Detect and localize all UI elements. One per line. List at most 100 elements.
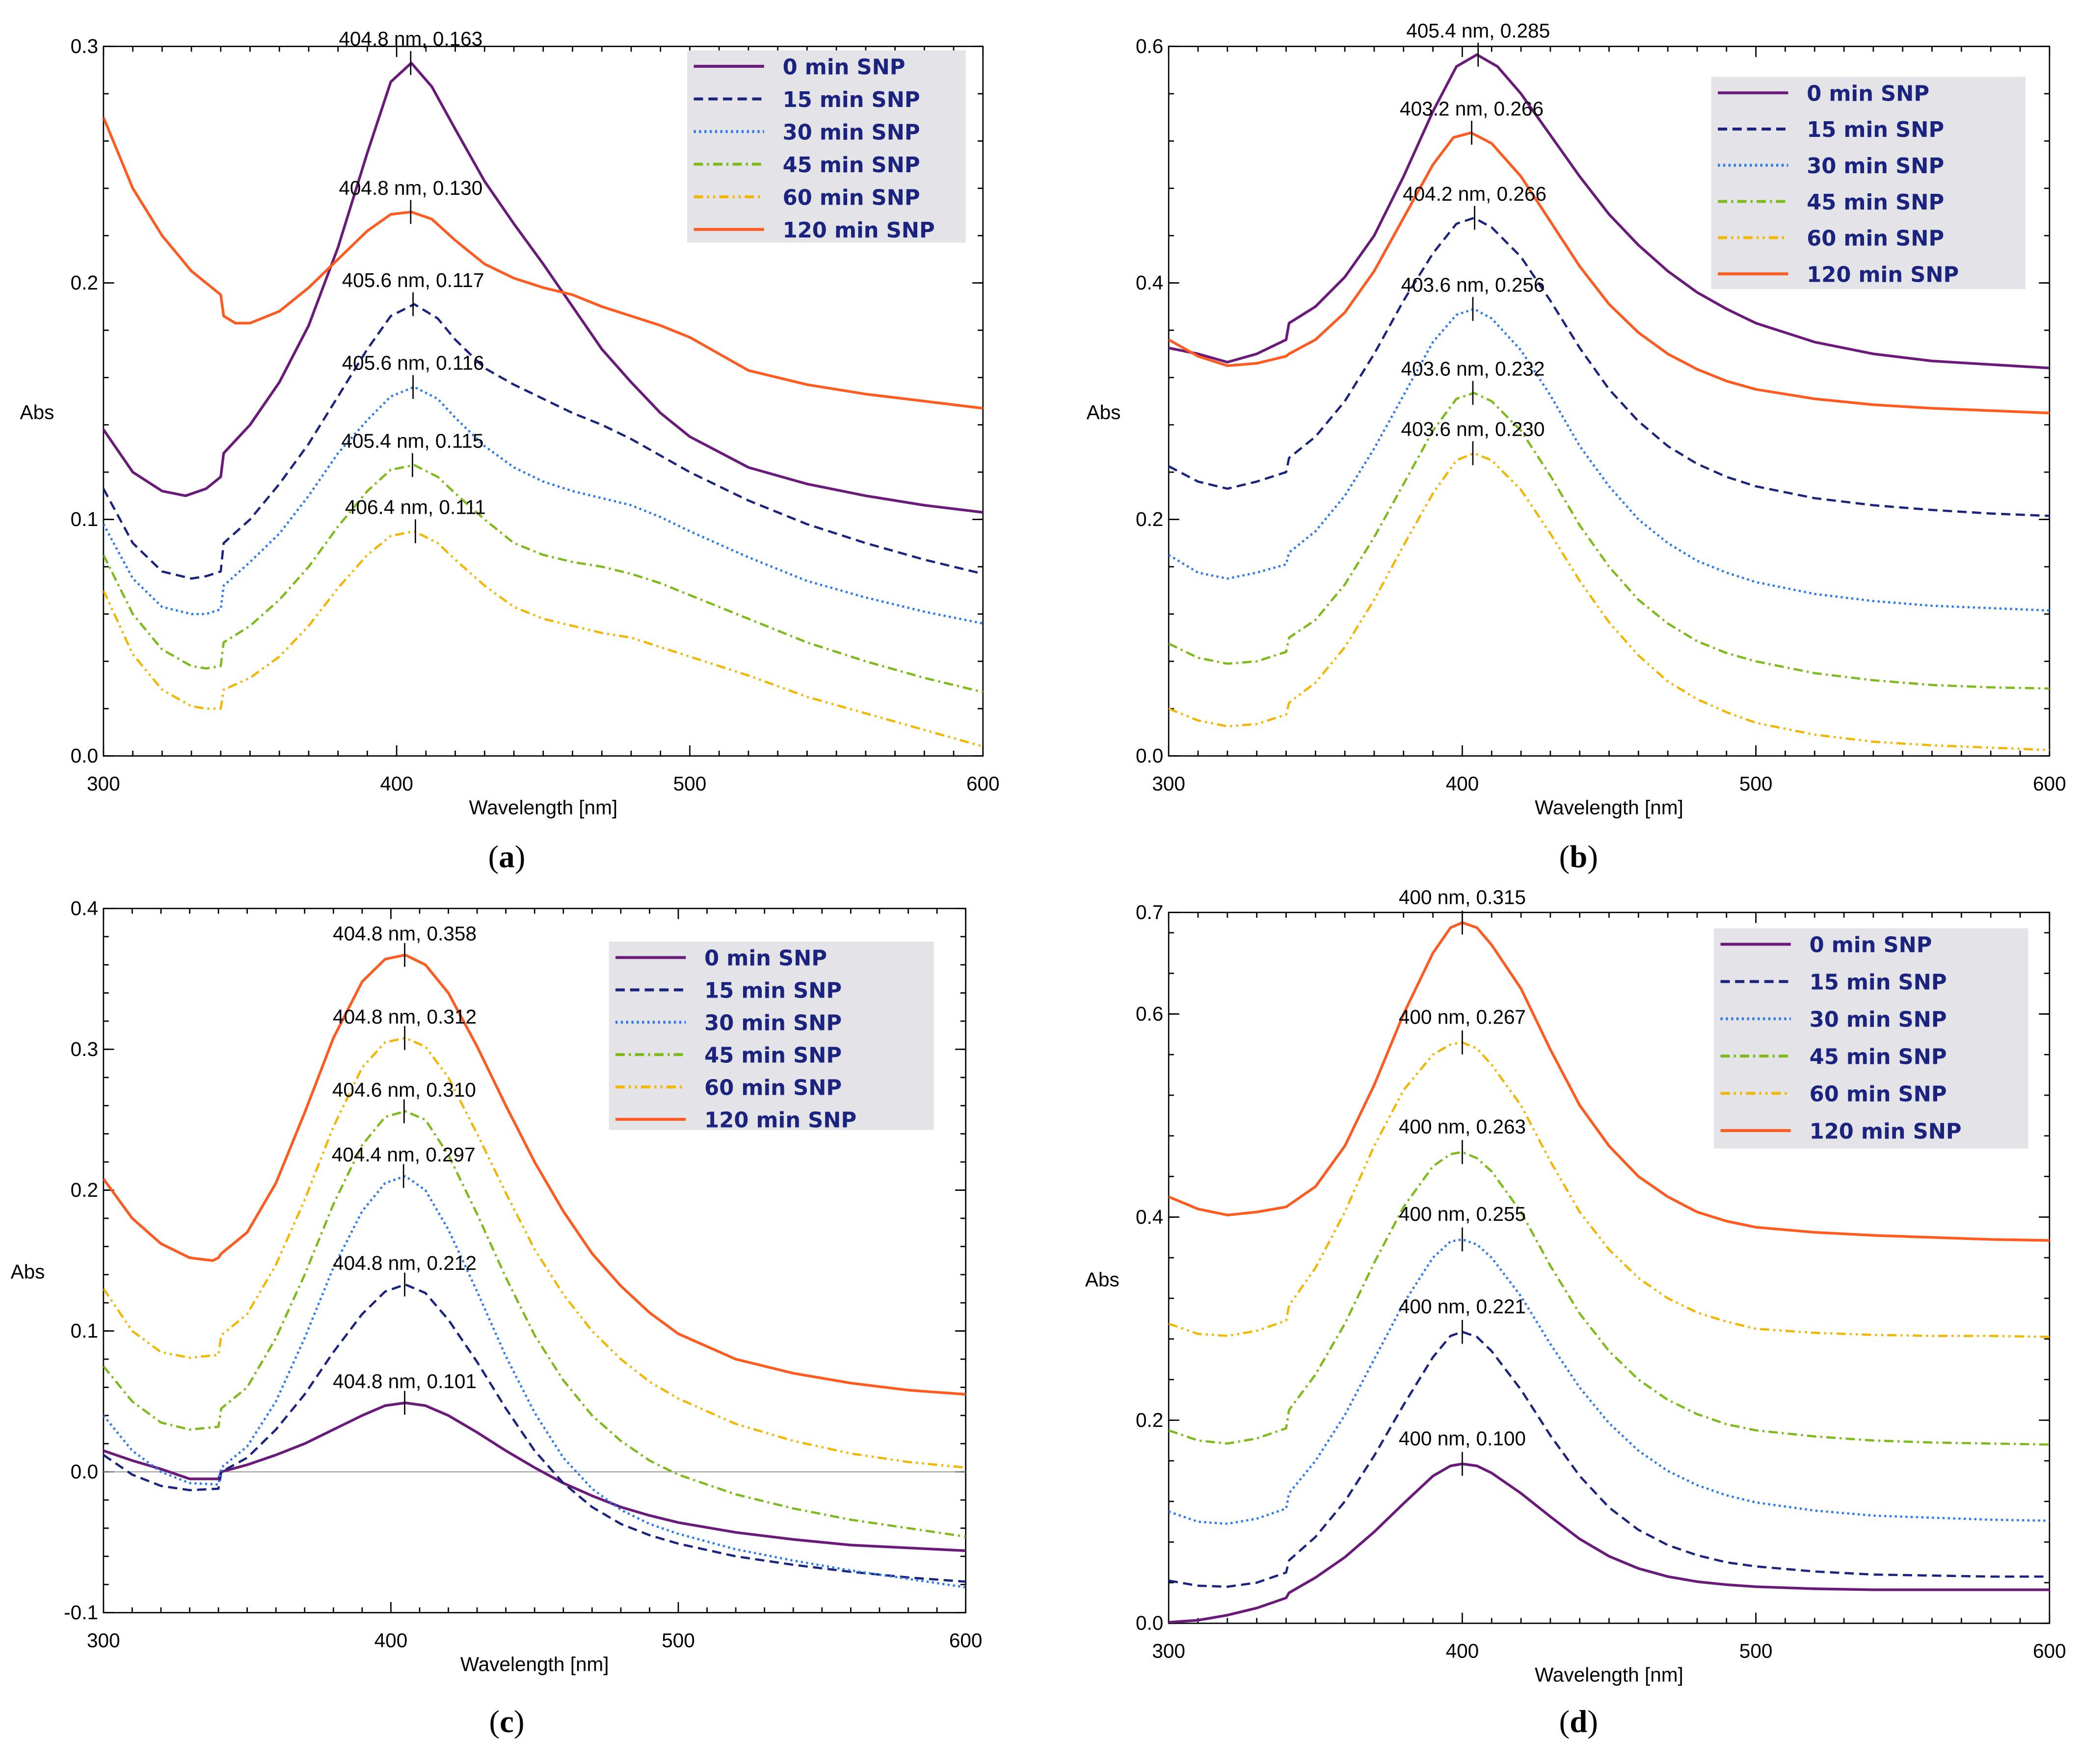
y-tick-label: 0.2: [1136, 508, 1163, 530]
series-line-0-min-snp: [103, 1401, 966, 1553]
y-tick-label: 0.6: [1136, 1002, 1163, 1025]
peak-annotation: 404.8 nm, 0.312: [333, 1005, 477, 1028]
y-tick-label: 0.4: [1136, 1206, 1163, 1228]
chart-panel-d: 300 400 500 600 0.0 0.2 0.4 0.6 0.7 Wavelength [n…: [1085, 886, 2066, 1739]
legend: 0 min SNP 15 min SNP 30 min SNP 45 min SNP 6…: [609, 941, 934, 1132]
legend-label: 45 min SNP: [704, 1043, 842, 1068]
y-tick-label: 0.2: [1136, 1409, 1163, 1431]
y-tick-label: 0.0: [1136, 744, 1163, 767]
legend-label: 30 min SNP: [704, 1011, 842, 1036]
y-tick-label: 0.1: [71, 508, 98, 530]
y-axis-label: Abs: [11, 1260, 45, 1283]
x-axis-label: Wavelength [nm]: [1535, 796, 1683, 819]
y-axis-label: Abs: [1087, 401, 1121, 423]
legend-label: 0 min SNP: [704, 947, 827, 971]
x-tick-label: 600: [966, 772, 1000, 795]
x-tick-label: 300: [1152, 1640, 1185, 1662]
legend-label: 15 min SNP: [1807, 118, 1944, 142]
series-line-60-min-snp: [103, 530, 983, 748]
y-tick-label: 0.0: [71, 1460, 98, 1483]
legend-label: 60 min SNP: [704, 1076, 842, 1100]
legend-label: 15 min SNP: [704, 979, 842, 1003]
y-tick-label: 0.1: [71, 1319, 98, 1342]
x-tick-label: 500: [1739, 1640, 1773, 1662]
chart-panel-c: 300 400 500 600 -0.1 0.0 0.1 0.2 0.3 0.4 Wavelengt…: [11, 897, 983, 1739]
x-tick-label: 500: [1739, 772, 1773, 795]
legend: 0 min SNP 15 min SNP 30 min SNP 45 min SNP 6…: [687, 50, 966, 243]
legend-box: [609, 941, 934, 1130]
peak-annotation: 400 nm, 0.255: [1399, 1203, 1526, 1225]
legend-label: 120 min SNP: [1807, 263, 1959, 287]
series-group: [103, 61, 983, 748]
series-line-45-min-snp: [103, 464, 983, 693]
series-line-30-min-snp: [103, 386, 983, 625]
peak-annotation: 404.8 nm, 0.212: [333, 1252, 477, 1274]
x-tick-label: 600: [2033, 1640, 2066, 1662]
panel-caption: (b): [1559, 840, 1598, 875]
y-tick-label: 0.0: [71, 744, 98, 767]
x-axis-label: Wavelength [nm]: [1535, 1663, 1683, 1686]
legend-label: 45 min SNP: [783, 153, 920, 178]
legend-label: 0 min SNP: [1807, 81, 1929, 106]
series-line-120-min-snp: [1169, 131, 2050, 415]
x-tick-label: 500: [673, 772, 707, 795]
y-tick-label: 0.7: [1136, 901, 1163, 923]
panel-caption: (d): [1559, 1704, 1598, 1739]
x-tick-label: 600: [949, 1629, 983, 1652]
series-line-60-min-snp: [1169, 452, 2050, 751]
legend-label: 0 min SNP: [1810, 933, 1932, 958]
legend-label: 120 min SNP: [783, 218, 935, 243]
chart-panel-b: 300 400 500 600 0.0 0.2 0.4 0.6 Wavelength [nm] A…: [1087, 19, 2066, 874]
peak-annotation: 405.6 nm, 0.116: [342, 352, 484, 374]
series-line-30-min-snp: [103, 1175, 966, 1589]
peak-annotation: 403.6 nm, 0.232: [1401, 358, 1545, 380]
peak-annotation: 404.8 nm, 0.101: [333, 1370, 477, 1393]
series-group: [1169, 921, 2050, 1624]
series-group: [103, 953, 966, 1589]
legend: 0 min SNP 15 min SNP 30 min SNP 45 min SNP 6…: [1711, 77, 2026, 290]
series-line-120-min-snp: [103, 117, 983, 410]
series-line-0-min-snp: [1169, 53, 2050, 369]
y-tick-label: 0.4: [1136, 271, 1163, 294]
y-tick-label: -0.1: [64, 1601, 98, 1624]
series-line-30-min-snp: [1169, 1238, 2050, 1525]
series-line-15-min-snp: [1169, 216, 2050, 517]
x-axis-label: Wavelength [nm]: [460, 1653, 609, 1676]
peak-annotation: 405.4 nm, 0.115: [341, 430, 483, 452]
y-tick-label: 0.2: [71, 271, 98, 294]
x-tick-label: 400: [1446, 1640, 1479, 1662]
y-tick-label: 0.3: [71, 1038, 98, 1060]
legend-label: 30 min SNP: [1810, 1008, 1947, 1032]
peak-annotation: 400 nm, 0.221: [1399, 1295, 1526, 1317]
chart-panel-a: 300 400 500 600 0.0 0.1 0.2 0.3 Wavelength [nm] A…: [20, 27, 1000, 874]
peak-annotation: 400 nm, 0.315: [1399, 886, 1526, 908]
series-line-15-min-snp: [103, 1283, 966, 1583]
x-tick-label: 300: [1152, 772, 1185, 795]
legend-label: 0 min SNP: [783, 55, 906, 79]
x-tick-label: 300: [87, 1629, 120, 1652]
peak-annotation: 403.2 nm, 0.266: [1400, 97, 1544, 120]
peak-annotation: 400 nm, 0.267: [1399, 1006, 1526, 1028]
series-line-15-min-snp: [1169, 1330, 2050, 1588]
panel-caption: (a): [488, 840, 526, 875]
y-tick-label: 0.6: [1136, 35, 1163, 57]
legend: 0 min SNP 15 min SNP 30 min SNP 45 min SNP 6…: [1714, 928, 2028, 1149]
peak-annotation: 404.8 nm, 0.130: [339, 177, 482, 199]
panel-caption: (c): [489, 1704, 524, 1739]
peak-annotation: 404.4 nm, 0.297: [332, 1143, 476, 1166]
legend-label: 60 min SNP: [1810, 1082, 1947, 1106]
x-tick-label: 600: [2033, 772, 2066, 795]
legend-label: 15 min SNP: [783, 88, 920, 112]
legend-label: 30 min SNP: [783, 120, 920, 145]
y-tick-label: 0.0: [1136, 1612, 1163, 1634]
legend-label: 60 min SNP: [783, 185, 920, 210]
legend-label: 120 min SNP: [704, 1108, 856, 1132]
peak-annotation: 404.2 nm, 0.266: [1403, 183, 1547, 205]
series-line-0-min-snp: [103, 61, 983, 514]
peak-annotation: 404.6 nm, 0.310: [332, 1079, 476, 1101]
peak-annotation: 405.4 nm, 0.285: [1406, 19, 1550, 42]
legend-box: [1714, 928, 2028, 1149]
series-line-45-min-snp: [103, 1110, 966, 1538]
legend-label: 30 min SNP: [1807, 154, 1944, 179]
